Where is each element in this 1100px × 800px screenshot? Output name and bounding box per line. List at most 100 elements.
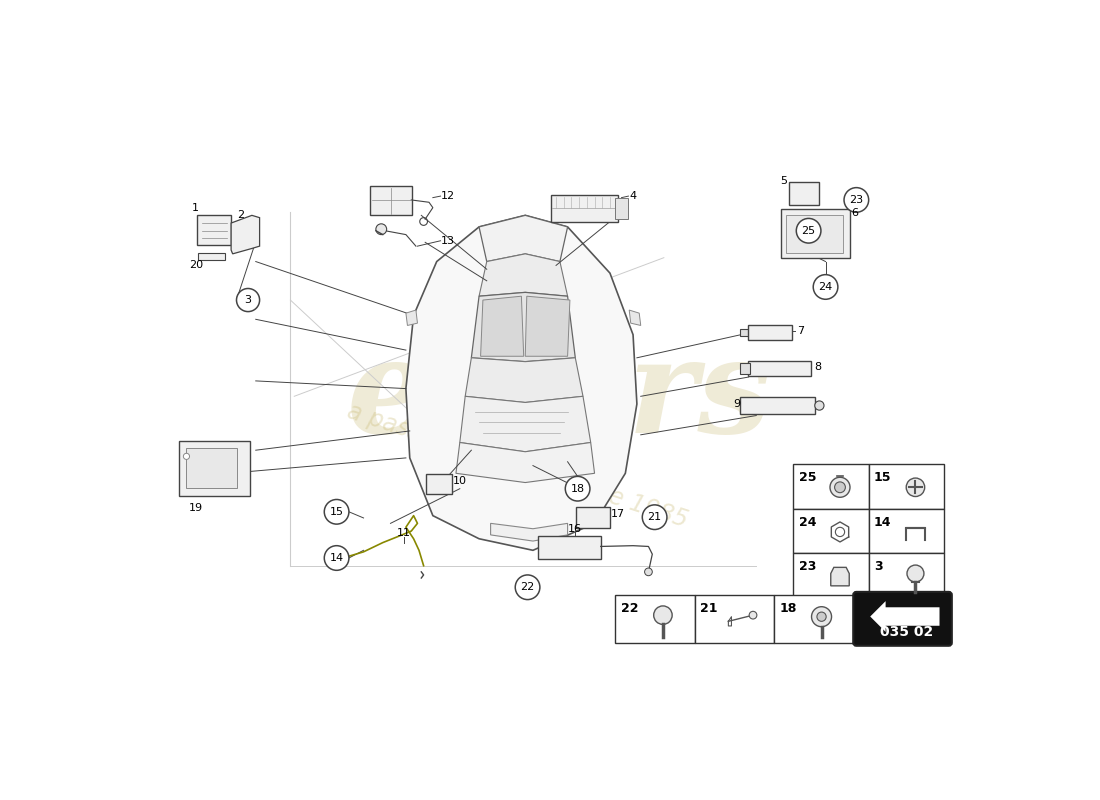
Text: 22: 22	[520, 582, 535, 592]
FancyBboxPatch shape	[178, 441, 250, 496]
FancyBboxPatch shape	[740, 363, 750, 374]
Text: 4: 4	[629, 191, 637, 201]
FancyBboxPatch shape	[576, 507, 609, 528]
Text: 5: 5	[781, 176, 788, 186]
FancyBboxPatch shape	[186, 448, 238, 488]
Text: 24: 24	[818, 282, 833, 292]
Text: 14: 14	[330, 553, 343, 563]
FancyBboxPatch shape	[748, 361, 811, 376]
Circle shape	[642, 505, 667, 530]
Text: a passion for parts since 1985: a passion for parts since 1985	[344, 399, 691, 532]
Text: 23: 23	[849, 195, 864, 205]
Text: 13: 13	[441, 236, 455, 246]
Text: 035 02: 035 02	[880, 625, 933, 639]
FancyBboxPatch shape	[740, 397, 815, 414]
Polygon shape	[526, 296, 570, 356]
Circle shape	[830, 478, 850, 498]
Text: 25: 25	[802, 226, 816, 236]
Text: 24: 24	[799, 516, 816, 529]
Text: 3: 3	[874, 560, 882, 574]
Polygon shape	[460, 396, 591, 452]
Polygon shape	[472, 292, 575, 362]
Text: 19: 19	[188, 503, 202, 513]
Circle shape	[236, 289, 260, 312]
FancyBboxPatch shape	[854, 592, 952, 646]
Circle shape	[906, 478, 925, 497]
Polygon shape	[406, 215, 637, 550]
Text: 1: 1	[192, 202, 199, 213]
Text: 21: 21	[700, 602, 717, 615]
Polygon shape	[491, 523, 568, 541]
Text: 10: 10	[453, 476, 466, 486]
Polygon shape	[830, 567, 849, 586]
FancyBboxPatch shape	[740, 329, 749, 336]
Text: 15: 15	[330, 507, 343, 517]
Text: 18: 18	[779, 602, 796, 615]
Bar	[869, 509, 944, 554]
Circle shape	[908, 565, 924, 582]
Circle shape	[376, 224, 387, 234]
Polygon shape	[465, 358, 583, 402]
Circle shape	[817, 612, 826, 622]
Circle shape	[835, 482, 846, 493]
Text: 18: 18	[571, 484, 585, 494]
Text: 9: 9	[734, 399, 740, 409]
Bar	[869, 554, 944, 598]
FancyBboxPatch shape	[371, 186, 412, 215]
Bar	[695, 595, 774, 642]
Text: 16: 16	[569, 524, 582, 534]
Bar	[869, 464, 944, 509]
Circle shape	[844, 188, 869, 212]
Polygon shape	[480, 215, 568, 262]
Text: 25: 25	[799, 471, 816, 484]
FancyBboxPatch shape	[789, 182, 820, 206]
Text: 14: 14	[874, 516, 892, 529]
FancyBboxPatch shape	[615, 198, 628, 219]
FancyBboxPatch shape	[426, 474, 452, 494]
Circle shape	[184, 454, 189, 459]
Polygon shape	[629, 310, 640, 326]
Bar	[615, 595, 695, 642]
Bar	[793, 509, 869, 554]
Bar	[793, 464, 869, 509]
Text: 22: 22	[620, 602, 638, 615]
Text: 17: 17	[610, 509, 625, 519]
Text: 12: 12	[441, 191, 455, 201]
Text: 2: 2	[236, 210, 244, 220]
Polygon shape	[481, 296, 524, 356]
FancyBboxPatch shape	[198, 254, 226, 260]
Text: 23: 23	[799, 560, 816, 574]
Text: 7: 7	[798, 326, 804, 336]
Circle shape	[515, 575, 540, 599]
Circle shape	[324, 499, 349, 524]
FancyBboxPatch shape	[551, 195, 618, 222]
Circle shape	[565, 476, 590, 501]
Circle shape	[749, 611, 757, 619]
Circle shape	[645, 568, 652, 576]
Circle shape	[815, 401, 824, 410]
FancyBboxPatch shape	[748, 325, 792, 340]
FancyBboxPatch shape	[781, 209, 850, 258]
Polygon shape	[231, 215, 260, 254]
Polygon shape	[406, 310, 418, 326]
Circle shape	[813, 274, 838, 299]
Text: 3: 3	[244, 295, 252, 305]
Text: 6: 6	[851, 208, 858, 218]
Polygon shape	[480, 254, 568, 296]
Text: 20: 20	[188, 261, 202, 270]
FancyBboxPatch shape	[197, 214, 231, 246]
FancyBboxPatch shape	[538, 536, 602, 558]
Circle shape	[812, 606, 832, 626]
Polygon shape	[870, 601, 939, 632]
Text: 21: 21	[648, 512, 662, 522]
Text: 11: 11	[397, 527, 410, 538]
Bar	[793, 554, 869, 598]
Circle shape	[653, 606, 672, 625]
Text: cars: cars	[463, 332, 772, 461]
Text: 15: 15	[874, 471, 892, 484]
Polygon shape	[455, 442, 594, 482]
Circle shape	[835, 527, 845, 537]
Circle shape	[796, 218, 821, 243]
Text: eur: eur	[346, 332, 596, 461]
Circle shape	[324, 546, 349, 570]
